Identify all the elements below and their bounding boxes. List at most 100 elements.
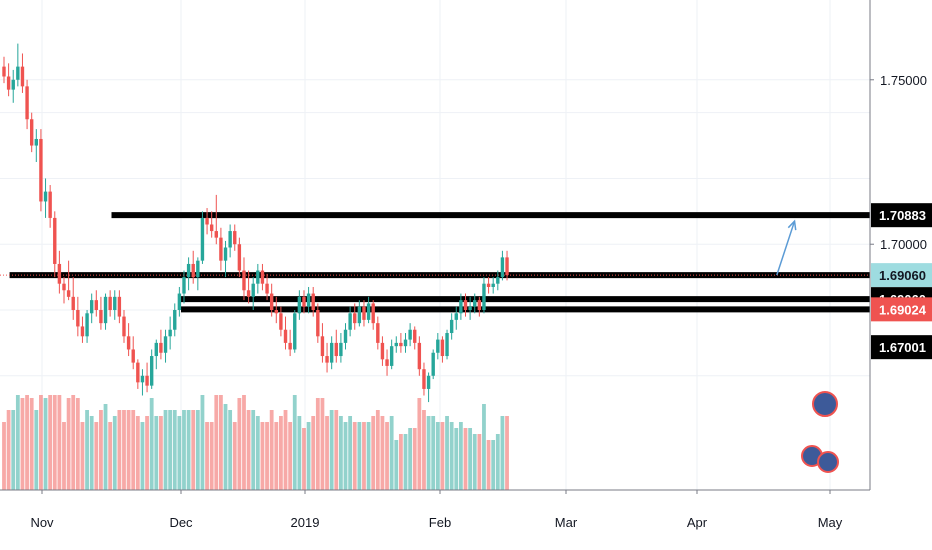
- trend-arrow-line[interactable]: [776, 220, 796, 276]
- candle-body[interactable]: [431, 352, 435, 376]
- candle-body[interactable]: [353, 313, 357, 324]
- candle-body[interactable]: [265, 283, 269, 294]
- candle-body[interactable]: [334, 342, 338, 357]
- candle-body[interactable]: [357, 306, 362, 324]
- candle-body[interactable]: [325, 356, 329, 363]
- candle-body[interactable]: [163, 336, 168, 353]
- candle-body[interactable]: [403, 339, 408, 347]
- candle-body[interactable]: [496, 277, 500, 284]
- candle-body[interactable]: [274, 310, 278, 314]
- candle-body[interactable]: [297, 296, 302, 314]
- candle-body[interactable]: [85, 313, 89, 337]
- candle-body[interactable]: [260, 270, 265, 284]
- candle-body[interactable]: [71, 296, 75, 310]
- candle-body[interactable]: [366, 303, 371, 320]
- candle-body[interactable]: [66, 290, 71, 297]
- candle-body[interactable]: [168, 329, 172, 337]
- candle-body[interactable]: [380, 342, 385, 360]
- candle-body[interactable]: [302, 296, 306, 307]
- candle-body[interactable]: [122, 316, 126, 337]
- candle-body[interactable]: [256, 270, 260, 284]
- candle-body[interactable]: [154, 342, 158, 357]
- candle-body[interactable]: [269, 293, 274, 310]
- time-axis[interactable]: Nov Dec 2019 Feb Mar Apr May: [30, 490, 843, 530]
- candle-body[interactable]: [62, 283, 66, 291]
- candle-body[interactable]: [417, 342, 422, 370]
- candle-body[interactable]: [440, 339, 445, 357]
- candle-body[interactable]: [426, 375, 431, 389]
- candle-body[interactable]: [459, 300, 463, 314]
- candle-body[interactable]: [399, 342, 403, 347]
- candle-body[interactable]: [233, 231, 237, 245]
- candle-body[interactable]: [186, 263, 191, 278]
- candle-body[interactable]: [39, 138, 43, 202]
- candle-body[interactable]: [316, 310, 320, 337]
- candle-body[interactable]: [140, 375, 145, 383]
- candle-body[interactable]: [376, 323, 380, 343]
- candle-body[interactable]: [131, 349, 135, 363]
- candle-body[interactable]: [196, 260, 200, 278]
- candle-body[interactable]: [468, 306, 472, 310]
- candle-body[interactable]: [454, 313, 458, 320]
- candle-body[interactable]: [293, 313, 297, 350]
- candle-body[interactable]: [43, 191, 48, 202]
- candle-body[interactable]: [242, 270, 246, 291]
- candle-body[interactable]: [385, 359, 389, 366]
- candle-body[interactable]: [113, 296, 117, 310]
- candle-body[interactable]: [320, 336, 325, 357]
- candle-body[interactable]: [246, 290, 251, 297]
- candle-body[interactable]: [108, 296, 112, 310]
- candle-body[interactable]: [103, 296, 108, 324]
- candle-body[interactable]: [288, 342, 292, 350]
- candle-body[interactable]: [237, 244, 242, 271]
- candle-body[interactable]: [57, 263, 62, 284]
- candle-body[interactable]: [486, 283, 491, 287]
- drawing-overlay[interactable]: [776, 219, 797, 276]
- candle-body[interactable]: [449, 319, 454, 334]
- candle-body[interactable]: [306, 293, 311, 307]
- candle-body[interactable]: [473, 300, 477, 307]
- candle-body[interactable]: [25, 86, 29, 120]
- candle-body[interactable]: [48, 191, 52, 218]
- candle-body[interactable]: [136, 362, 140, 383]
- candle-body[interactable]: [228, 231, 232, 248]
- candle-body[interactable]: [53, 217, 57, 264]
- candle-body[interactable]: [89, 300, 94, 314]
- candle-body[interactable]: [173, 310, 177, 330]
- candle-body[interactable]: [126, 336, 131, 350]
- candle-body[interactable]: [117, 296, 122, 317]
- candle-body[interactable]: [482, 283, 486, 310]
- candle-body[interactable]: [149, 356, 154, 386]
- candle-body[interactable]: [279, 313, 283, 330]
- candle-body[interactable]: [445, 333, 449, 357]
- candle-body[interactable]: [394, 342, 398, 347]
- candle-body[interactable]: [463, 300, 468, 310]
- candle-body[interactable]: [99, 310, 103, 324]
- candle-body[interactable]: [505, 257, 509, 276]
- candle-body[interactable]: [6, 76, 11, 90]
- candle-body[interactable]: [389, 346, 394, 366]
- price-axis[interactable]: 1.75000 1.70000: [870, 73, 927, 252]
- candle-body[interactable]: [20, 66, 25, 87]
- horizontal-levels[interactable]: [0, 212, 870, 313]
- candle-body[interactable]: [477, 300, 482, 310]
- candle-body[interactable]: [94, 300, 98, 310]
- candle-body[interactable]: [491, 283, 495, 287]
- candle-body[interactable]: [29, 119, 34, 146]
- candle-body[interactable]: [500, 257, 505, 278]
- candle-body[interactable]: [200, 217, 205, 261]
- event-flag-icon[interactable]: [812, 391, 838, 417]
- candle-body[interactable]: [16, 66, 20, 80]
- candle-body[interactable]: [329, 342, 334, 363]
- candle-body[interactable]: [76, 310, 80, 327]
- event-markers[interactable]: [801, 391, 839, 473]
- candle-body[interactable]: [223, 247, 228, 261]
- candle-body[interactable]: [348, 313, 352, 330]
- candle-body[interactable]: [283, 329, 288, 343]
- candle-body[interactable]: [311, 293, 315, 310]
- candle-body[interactable]: [408, 329, 412, 340]
- candle-body[interactable]: [182, 277, 186, 294]
- candle-body[interactable]: [214, 231, 218, 238]
- candle-body[interactable]: [251, 283, 255, 297]
